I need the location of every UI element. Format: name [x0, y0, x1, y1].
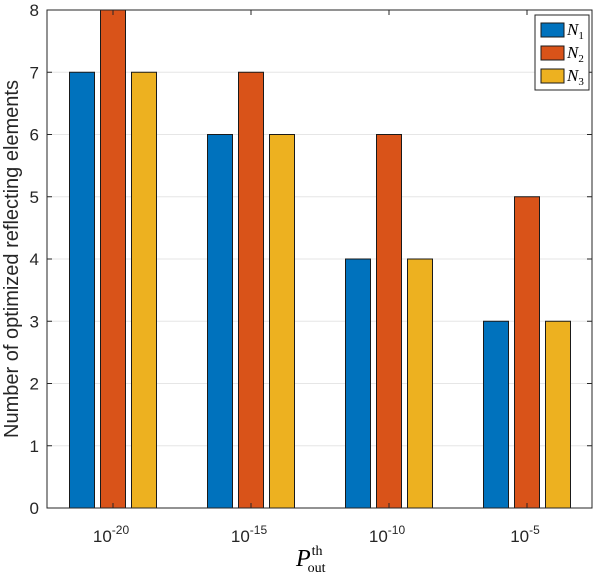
bar-n3-0 — [131, 71, 157, 509]
bar-n2-2 — [376, 134, 402, 509]
x-axis-ticks: 10-20 10-15 10-10 10-5 — [93, 10, 540, 546]
y-tick-label: 6 — [30, 126, 39, 145]
bar-n2-3 — [514, 196, 540, 509]
x-tick-label: 10-20 — [93, 523, 130, 546]
y-tick-label: 5 — [30, 188, 39, 207]
y-tick-label: 4 — [30, 250, 39, 269]
bar-n3-2 — [407, 258, 433, 509]
legend-label-n1: N1 — [566, 20, 584, 42]
bar-n1-1 — [207, 134, 233, 509]
x-tick-label: 10-5 — [510, 523, 540, 546]
legend-label-n2: N2 — [566, 43, 584, 65]
y-tick-label: 7 — [30, 63, 39, 82]
y-tick-label: 2 — [30, 375, 39, 394]
legend-swatch-n1 — [540, 22, 565, 38]
bar-n1-3 — [483, 320, 509, 509]
x-axis-label: Pth out — [295, 544, 326, 576]
y-axis-label: Number of optimized reflecting elements — [1, 80, 23, 438]
bar-n2-1 — [238, 71, 264, 509]
y-tick-label: 0 — [30, 499, 39, 518]
bar-n2-0 — [100, 9, 126, 509]
y-tick-label: 1 — [30, 437, 39, 456]
y-tick-label: 3 — [30, 312, 39, 331]
legend-swatch-n2 — [540, 45, 565, 61]
x-tick-label: 10-15 — [231, 523, 268, 546]
bars — [69, 9, 571, 509]
bar-n3-1 — [269, 134, 295, 509]
bar-n3-3 — [545, 320, 571, 509]
x-tick-label: 10-10 — [369, 523, 406, 546]
legend-label-n3: N3 — [566, 66, 584, 88]
bar-n1-0 — [69, 71, 95, 509]
legend-swatch-n3 — [540, 68, 565, 84]
bar-n1-2 — [345, 258, 371, 509]
y-tick-label: 8 — [30, 1, 39, 20]
